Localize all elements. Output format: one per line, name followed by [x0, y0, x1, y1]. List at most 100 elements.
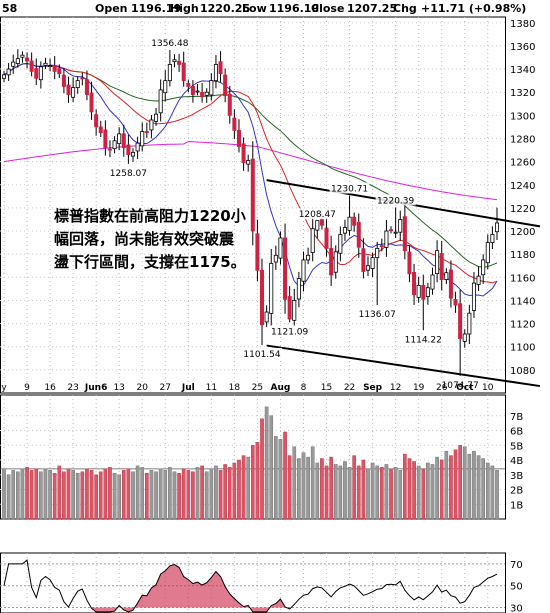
price-label: 1101.54	[243, 350, 280, 360]
volume-bar	[338, 465, 343, 520]
rsi-panel-frame	[0, 552, 506, 613]
candle-body	[186, 83, 191, 87]
volume-bar	[163, 470, 168, 520]
volume-bar	[407, 458, 412, 520]
candle-body	[264, 311, 269, 323]
candle-body	[84, 79, 89, 95]
volume-bar	[260, 418, 264, 520]
x-axis-tick: Aug	[271, 383, 291, 393]
price-label-bg	[357, 307, 398, 319]
candle-body	[154, 113, 159, 122]
volume-bar	[380, 467, 384, 520]
price-axis-tick: 1200	[510, 227, 535, 238]
candle-body	[407, 251, 412, 275]
rsi-line	[3, 559, 498, 613]
candle-body	[393, 231, 398, 234]
analysis-note: 標普指數在前高阻力1220小 幅回落，尚未能有效突破震 盪下行區間，支撐在117…	[54, 205, 274, 274]
volume-bar	[426, 462, 430, 520]
volume-bar	[103, 468, 108, 520]
volume-bar	[467, 453, 472, 520]
volume-bar	[20, 468, 25, 520]
candle-body	[117, 133, 122, 144]
candle-body	[135, 142, 140, 152]
candle-body	[103, 129, 108, 149]
price-axis-tick: 1360	[510, 42, 535, 53]
x-axis-tick: Jul	[181, 383, 195, 393]
volume-axis-tick: 1B	[510, 500, 523, 511]
candle-body	[389, 229, 394, 232]
candle-body	[301, 259, 306, 282]
price-axis-tick: 1100	[510, 343, 535, 354]
volume-bar	[264, 406, 269, 520]
volume-bar	[158, 468, 163, 520]
price-label: 1136.07	[359, 310, 396, 320]
candle-body	[223, 74, 228, 97]
volume-bar	[140, 467, 145, 520]
lower-trendline	[266, 344, 541, 388]
volume-bar	[121, 470, 126, 520]
candle-body	[20, 54, 25, 58]
volume-bar	[108, 467, 112, 520]
rsi-axis-tick: 70	[510, 560, 523, 571]
volume-bar	[370, 462, 375, 520]
price-axis-tick: 1340	[510, 65, 535, 76]
candle-body	[287, 296, 292, 320]
x-axis-tick: 12	[390, 383, 401, 393]
candle-body	[48, 65, 53, 67]
candle-body	[213, 64, 218, 82]
candle-body	[232, 117, 237, 131]
candle-body	[260, 269, 265, 326]
x-axis-tick: y	[1, 383, 7, 393]
candle-body	[296, 278, 301, 300]
candle-body	[121, 133, 126, 149]
candle-body	[379, 245, 384, 248]
candle-body	[61, 74, 66, 87]
x-axis-tick: 11	[206, 383, 217, 393]
price-label-bg	[242, 347, 283, 359]
volume-bar	[329, 456, 333, 520]
volume-bar	[94, 474, 98, 520]
volume-bar	[34, 468, 39, 520]
candle-body	[80, 77, 85, 80]
x-axis-tick: 16	[44, 383, 56, 393]
high-value: 1220.25	[200, 2, 251, 15]
x-axis-tick: Sep	[363, 383, 383, 393]
candle-body	[15, 58, 20, 64]
volume-bar	[430, 464, 435, 520]
volume-bar	[412, 461, 416, 520]
candle-body	[352, 216, 357, 226]
x-axis-tick: 13	[113, 383, 124, 393]
price-axis-tick: 1320	[510, 88, 535, 99]
x-axis-tick: 9	[24, 383, 30, 393]
volume-bar	[306, 456, 310, 520]
candle-body	[107, 148, 112, 151]
price-axis-tick: 1280	[510, 134, 535, 145]
x-axis-tick: 15	[321, 383, 332, 393]
analysis-note-line-1: 標普指數在前高阻力1220小	[54, 207, 246, 225]
volume-bar	[191, 471, 195, 520]
volume-bar	[149, 470, 154, 520]
candle-body	[209, 80, 214, 96]
low-label: Low	[242, 2, 267, 15]
candle-body	[269, 263, 274, 314]
price-label-bg	[403, 333, 444, 345]
volume-bar	[287, 455, 292, 520]
volume-bar	[453, 449, 458, 520]
analysis-note-line-3: 盪下行區間，支撐在1175。	[54, 253, 246, 271]
price-label: 1121.09	[271, 327, 308, 337]
volume-bar	[403, 453, 407, 520]
candle-body	[177, 60, 182, 65]
candle-body	[66, 84, 71, 95]
x-axis-tick: 18	[229, 383, 241, 393]
price-axis-tick: 1180	[510, 250, 535, 261]
candle-body	[250, 158, 255, 232]
volume-bar	[476, 455, 481, 520]
candle-body	[34, 68, 39, 79]
volume-bar	[16, 471, 20, 520]
quote-header: 58 Open 1196.19 High 1220.25 Low 1196.19…	[0, 0, 550, 17]
candle-body	[412, 272, 417, 296]
candle-body	[204, 91, 209, 96]
volume-bar	[52, 473, 57, 520]
volume-bar	[29, 470, 34, 520]
volume-bar	[472, 450, 476, 520]
